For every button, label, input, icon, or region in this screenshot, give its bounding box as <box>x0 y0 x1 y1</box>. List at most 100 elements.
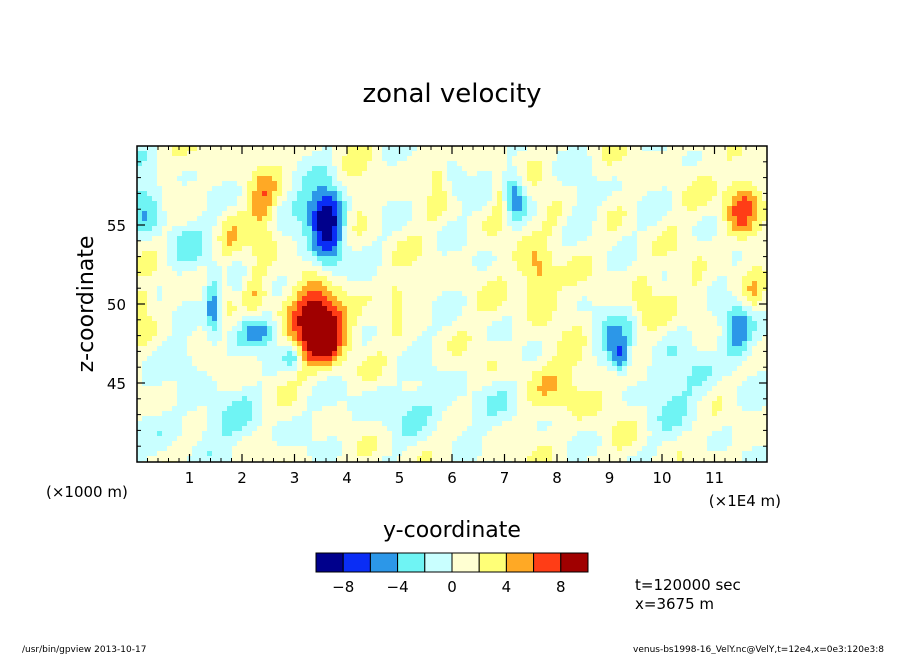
contour-cell <box>747 356 768 362</box>
contour-cell <box>682 196 713 202</box>
contour-cell <box>307 291 323 297</box>
contour-cell <box>622 361 628 367</box>
contour-cell <box>252 406 263 412</box>
contour-cell <box>367 161 388 167</box>
contour-cell <box>572 256 593 262</box>
contour-cell <box>707 446 728 452</box>
contour-cell <box>177 176 198 182</box>
contour-cell <box>382 351 403 357</box>
contour-cell <box>137 381 143 387</box>
contour-cell <box>392 261 413 267</box>
contour-cell <box>727 446 753 452</box>
contour-cell <box>507 221 528 227</box>
contour-cell <box>697 256 703 262</box>
contour-cell <box>492 261 518 267</box>
contour-cell <box>552 446 568 452</box>
contour-cell <box>587 456 628 462</box>
contour-cell <box>332 196 338 202</box>
contour-cell <box>607 266 628 272</box>
contour-cell <box>552 171 593 177</box>
contour-cell <box>347 216 358 222</box>
contour-cell <box>342 376 363 382</box>
contour-cell <box>282 301 293 307</box>
contour-cell <box>307 401 338 407</box>
contour-cell <box>752 351 768 357</box>
contour-cell <box>707 261 733 267</box>
contour-cell <box>137 161 143 167</box>
contour-cell <box>207 311 218 317</box>
contour-cell <box>647 441 663 447</box>
contour-cell <box>397 366 438 372</box>
contour-cell <box>512 196 523 202</box>
contour-cell <box>232 301 243 307</box>
contour-cell <box>562 241 578 247</box>
contour-cell <box>422 451 433 457</box>
contour-cell <box>667 401 688 407</box>
contour-cell <box>457 196 493 202</box>
contour-cell <box>717 231 728 237</box>
contour-cell <box>692 231 718 237</box>
contour-cell <box>242 296 263 302</box>
contour-cell <box>672 426 693 432</box>
contour-cell <box>742 286 748 292</box>
contour-cell <box>337 191 343 197</box>
contour-cell <box>452 186 493 192</box>
contour-cell <box>607 196 643 202</box>
contour-cell <box>517 406 568 412</box>
contour-cell <box>422 251 443 257</box>
contour-cell <box>552 201 563 207</box>
contour-cell <box>142 381 163 387</box>
contour-cell <box>257 381 263 387</box>
contour-cell <box>422 241 438 247</box>
contour-cell <box>502 301 528 307</box>
contour-cell <box>342 256 383 262</box>
contour-cell <box>162 191 208 197</box>
contour-cell <box>632 261 693 267</box>
contour-cell <box>467 216 488 222</box>
contour-cell <box>752 211 758 217</box>
contour-cell <box>707 291 733 297</box>
contour-cell <box>607 221 623 227</box>
contour-cell <box>297 371 318 377</box>
contour-cell <box>632 351 653 357</box>
contour-cell <box>222 301 228 307</box>
contour-cell <box>592 341 603 347</box>
contour-cell <box>192 356 258 362</box>
contour-cell <box>397 371 468 377</box>
contour-cell <box>752 331 768 337</box>
contour-cell <box>467 371 533 377</box>
contour-cell <box>452 451 483 457</box>
contour-cell <box>322 291 333 297</box>
contour-cell <box>157 431 163 437</box>
contour-cell <box>652 361 743 367</box>
contour-cell <box>707 301 743 307</box>
y-tick-label: 55 <box>107 217 126 235</box>
contour-cell <box>287 361 293 367</box>
contour-cell <box>552 251 608 257</box>
contour-cell <box>307 236 313 242</box>
contour-cell <box>527 286 563 292</box>
contour-cell <box>262 406 308 412</box>
contour-cell <box>352 326 363 332</box>
contour-cell <box>677 306 708 312</box>
contour-cell <box>522 196 528 202</box>
contour-cell <box>227 351 288 357</box>
contour-cell <box>697 416 768 422</box>
colorbar-tick-label: 4 <box>502 578 512 596</box>
contour-cell <box>682 391 693 397</box>
x-tick-label: 9 <box>605 469 615 487</box>
contour-cell <box>217 286 223 292</box>
contour-cell <box>597 431 613 437</box>
contour-cell <box>527 281 578 287</box>
contour-cell <box>297 246 308 252</box>
contour-cell <box>217 311 223 317</box>
contour-cell <box>362 331 378 337</box>
contour-cell <box>307 451 343 457</box>
contour-cell <box>757 321 768 327</box>
contour-cell <box>482 286 508 292</box>
contour-cell <box>492 186 503 192</box>
contour-cell <box>592 161 608 167</box>
contour-cell <box>297 376 308 382</box>
contour-cell <box>737 296 748 302</box>
contour-cell <box>262 301 283 307</box>
